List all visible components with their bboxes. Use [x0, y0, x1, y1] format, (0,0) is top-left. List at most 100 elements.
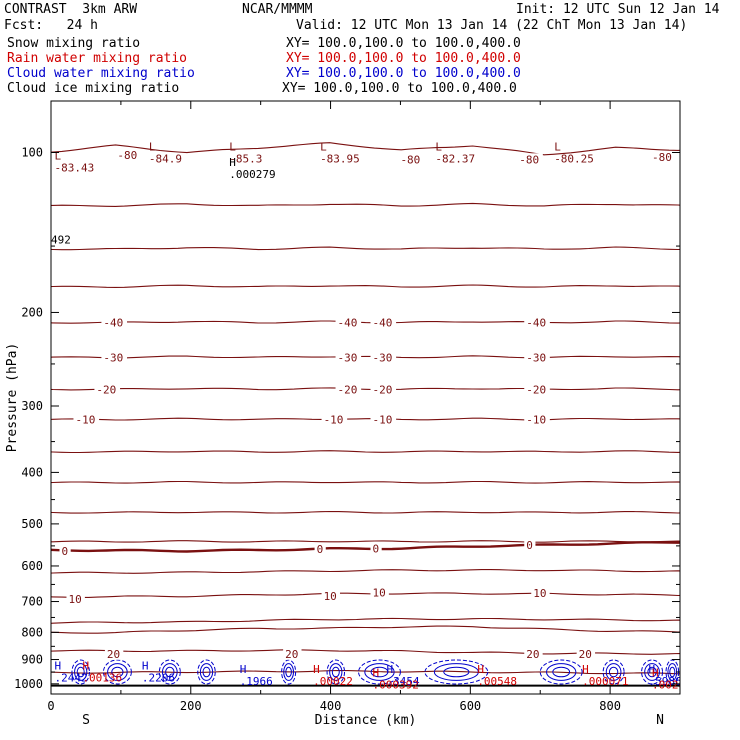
header-org: NCAR/MMMM — [242, 2, 313, 17]
cloud-water-contour — [605, 663, 622, 681]
contour-label: -30 — [372, 351, 392, 364]
contour-line-m50 — [51, 284, 680, 288]
y-tick-label: 800 — [21, 625, 43, 639]
cloud-water-contour — [358, 659, 401, 685]
contour-line-m60 — [51, 246, 680, 251]
x-axis-label: Distance (km) — [315, 713, 417, 728]
y-tick-label: 900 — [21, 653, 43, 667]
extremum-value: .5986 — [649, 675, 682, 688]
cloud-water-contour — [285, 666, 292, 678]
extremum-marker: H — [372, 667, 379, 680]
y-tick-label: 200 — [21, 305, 43, 319]
header-title: CONTRAST 3km ARW — [4, 2, 138, 17]
y-tick-label: 500 — [21, 517, 43, 531]
legend-cloudwater-label: Cloud water mixing ratio — [7, 66, 195, 81]
cloud-water-cell — [71, 659, 90, 685]
contour-label: -80 — [652, 151, 672, 164]
extremum-value: .3454 — [386, 675, 419, 688]
cloud-water-contour — [329, 663, 343, 681]
cloud-water-contour — [161, 663, 178, 681]
contour-line-30 — [51, 540, 680, 543]
cloud-water-cell — [602, 659, 625, 685]
contour-label: 0 — [61, 545, 68, 558]
contour-line-0 — [51, 450, 680, 454]
cloud-water-contour — [539, 659, 583, 685]
extremum-marker: H — [240, 663, 247, 676]
cloud-water-cell — [424, 659, 489, 685]
cloud-water-cell — [197, 659, 216, 685]
contour-label: -30 — [526, 351, 546, 364]
cloud-water-contour — [370, 666, 389, 678]
contour-label: 20 — [285, 648, 298, 661]
extremum-value: 492 — [51, 233, 71, 246]
cloud-water-contour — [111, 666, 124, 678]
cloud-water-contour — [433, 663, 479, 681]
cloud-water-contour — [202, 666, 211, 678]
extremum-marker: L — [435, 140, 442, 153]
contour-label: 10 — [324, 590, 337, 603]
plot-area: -80 -80 -80 -80 -40 -40 -40 -40 -30 -30 -30 -30 -20 -… — [51, 140, 692, 692]
contour-label: 10 — [68, 593, 81, 606]
contour-line-70 — [51, 617, 680, 624]
extremum-value: .000071 — [582, 675, 628, 688]
contour-label: -80 — [400, 153, 420, 166]
extremum-value: -83.95 — [320, 152, 360, 165]
cloud-water-contour — [158, 659, 181, 685]
extremum-marker: H — [54, 660, 61, 673]
extremum-value: -83.43 — [54, 162, 94, 175]
cloud-water-contour — [424, 659, 489, 685]
contour-label: -10 — [75, 413, 95, 426]
contour-label: -10 — [526, 413, 546, 426]
contour-label: 0 — [372, 542, 379, 555]
extremum-value: .000279 — [229, 168, 275, 181]
south-label: S — [82, 713, 90, 728]
contour-label: 20 — [107, 648, 120, 661]
y-tick-label: 700 — [21, 595, 43, 609]
cloud-water-contour — [443, 666, 470, 678]
legend-cloudice-label: Cloud ice mixing ratio — [7, 81, 180, 96]
extremum-marker: L — [229, 140, 236, 153]
extremum-marker: L — [54, 150, 61, 163]
cloud-water-contour — [602, 659, 625, 685]
cloud-water-cell — [281, 659, 297, 685]
contour-line-m40 — [51, 320, 680, 324]
x-tick-label: 400 — [320, 699, 342, 713]
legend-rain-label: Rain water mixing ratio — [7, 51, 188, 66]
cloud-water-contour — [165, 666, 175, 678]
extremum-marker: H — [313, 663, 320, 676]
contour-line-40 — [51, 541, 680, 553]
extremum-marker: L — [149, 140, 156, 153]
contour-label: -80 — [117, 149, 137, 162]
contour-line-m30 — [51, 355, 680, 359]
extremum-marker: H — [82, 660, 89, 673]
extremum-marker: L — [320, 140, 327, 153]
extremum-marker: H — [649, 663, 656, 676]
cloud-water-contour — [102, 659, 132, 685]
x-tick-label: 800 — [599, 699, 621, 713]
cloud-water-contour — [552, 666, 571, 678]
legend-snow-label: Snow mixing ratio — [7, 36, 141, 51]
cloud-water-contour — [283, 663, 295, 681]
contour-label: 0 — [526, 539, 533, 552]
extremum-value: .00282 — [652, 679, 692, 692]
y-tick-label: 400 — [21, 465, 43, 479]
extremum-marker: H — [582, 663, 589, 676]
cloud-water-contour — [281, 659, 297, 685]
cloud-water-contour — [71, 659, 90, 685]
contour-line-m80 — [51, 142, 680, 156]
extremum-marker: L — [554, 140, 561, 153]
contour-label: -20 — [526, 383, 546, 396]
extremum-marker: H — [652, 667, 659, 680]
cloud-water-contour — [608, 666, 619, 678]
header-valid: Valid: 12 UTC Mon 13 Jan 14 (22 ChT Mon … — [296, 18, 688, 33]
extremum-value: -80.25 — [554, 152, 594, 165]
contour-label: -10 — [372, 413, 392, 426]
contour-label: 0 — [317, 543, 324, 556]
extremum-value: -85.3 — [229, 152, 262, 165]
contour-label: -40 — [372, 317, 392, 330]
cloud-water-contour — [76, 666, 85, 678]
cloud-water-contour — [331, 666, 340, 678]
cloud-water-contour — [197, 659, 216, 685]
cloud-water-cell — [358, 659, 401, 685]
contour-label: -20 — [338, 383, 358, 396]
